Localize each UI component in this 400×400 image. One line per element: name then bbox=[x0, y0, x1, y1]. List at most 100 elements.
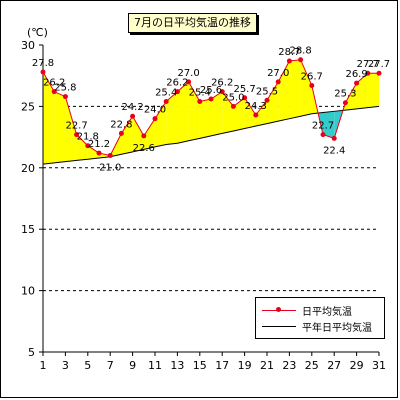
data-label-day-4: 22.7 bbox=[65, 121, 87, 132]
data-label-day-27: 22.4 bbox=[323, 145, 345, 156]
x-tick-label-25: 25 bbox=[305, 359, 319, 372]
x-tick-label-23: 23 bbox=[282, 359, 296, 372]
fill-segment-15 bbox=[199, 99, 211, 139]
data-label-day-29: 26.9 bbox=[345, 69, 367, 80]
data-points bbox=[40, 57, 382, 159]
x-tick-label-17: 17 bbox=[215, 359, 229, 372]
x-tick-label-9: 9 bbox=[129, 359, 136, 372]
fill-segment-18 bbox=[233, 97, 245, 131]
data-point-day-25 bbox=[309, 83, 315, 89]
data-label-day-17: 26.2 bbox=[211, 78, 233, 89]
data-label-day-9: 24.2 bbox=[121, 102, 143, 113]
x-tick-label-7: 7 bbox=[107, 359, 114, 372]
y-tick-label-15: 15 bbox=[21, 223, 35, 236]
data-label-day-8: 22.8 bbox=[110, 119, 132, 130]
x-tick-label-29: 29 bbox=[350, 359, 364, 372]
data-point-day-17 bbox=[219, 89, 225, 95]
legend-item-normal: 平年日平均気温 bbox=[262, 319, 372, 334]
fill-segment-2 bbox=[54, 91, 66, 163]
fill-segment-4 bbox=[76, 134, 88, 161]
data-point-day-21 bbox=[264, 97, 270, 103]
data-point-day-10 bbox=[141, 133, 147, 139]
x-tick-label-21: 21 bbox=[260, 359, 274, 372]
data-labels: 27.826.225.822.721.821.221.022.824.222.6… bbox=[32, 46, 390, 174]
chart-title: 7月の日平均気温の推移 bbox=[128, 13, 257, 33]
data-point-day-24 bbox=[298, 57, 304, 63]
fill-segment-20 bbox=[255, 100, 267, 127]
data-label-day-22: 27.0 bbox=[267, 68, 289, 79]
series-line-normal bbox=[42, 105, 380, 165]
data-point-day-8 bbox=[118, 130, 124, 136]
x-tick-label-11: 11 bbox=[148, 359, 162, 372]
legend: 日平均気温 平年日平均気温 bbox=[255, 297, 385, 339]
data-label-day-31: 27.7 bbox=[368, 59, 390, 70]
data-point-day-3 bbox=[62, 94, 68, 100]
data-label-day-16: 25.6 bbox=[200, 85, 222, 96]
fill-segment-3 bbox=[65, 96, 77, 162]
fill-segment-21 bbox=[267, 81, 279, 124]
data-label-day-19: 25.7 bbox=[233, 84, 255, 95]
x-tick-label-3: 3 bbox=[62, 359, 69, 372]
y-tick-label-30: 30 bbox=[21, 39, 35, 52]
fill-segment-11 bbox=[155, 101, 167, 147]
x-tick-label-19: 19 bbox=[238, 359, 252, 372]
fill-segment-26 bbox=[323, 111, 335, 139]
data-point-day-18 bbox=[230, 103, 236, 109]
legend-swatch-daily bbox=[262, 305, 296, 315]
x-tick-label-27: 27 bbox=[327, 359, 341, 372]
fill-segment-9 bbox=[132, 116, 144, 152]
x-tick-label-5: 5 bbox=[84, 359, 91, 372]
y-tick-label-10: 10 bbox=[21, 285, 35, 298]
fill-segment-12 bbox=[166, 91, 178, 145]
fill-segment-10 bbox=[143, 118, 155, 150]
x-tick-label-1: 1 bbox=[40, 359, 47, 372]
data-point-day-28 bbox=[342, 100, 348, 106]
x-tick-label-13: 13 bbox=[170, 359, 184, 372]
fill-segment-22 bbox=[278, 60, 290, 122]
data-point-day-27 bbox=[331, 135, 337, 141]
data-label-day-30: 27.7 bbox=[357, 59, 379, 70]
fill-segment-17 bbox=[222, 91, 234, 134]
data-point-day-30 bbox=[365, 70, 371, 76]
data-label-day-21: 25.5 bbox=[256, 86, 278, 97]
fill-segment-13 bbox=[177, 81, 189, 144]
data-point-day-26 bbox=[320, 132, 326, 138]
data-point-day-29 bbox=[354, 80, 360, 86]
data-label-day-10: 22.6 bbox=[133, 143, 155, 154]
data-label-day-1: 27.8 bbox=[32, 58, 54, 69]
data-point-day-20 bbox=[253, 112, 259, 118]
data-label-day-5: 21.8 bbox=[77, 132, 99, 143]
data-label-day-23: 28.7 bbox=[278, 47, 300, 58]
x-tick-label-15: 15 bbox=[193, 359, 207, 372]
data-point-day-15 bbox=[197, 98, 203, 104]
data-point-day-23 bbox=[286, 58, 292, 64]
data-point-day-7 bbox=[107, 153, 113, 159]
fill-segment-8 bbox=[121, 116, 133, 155]
data-label-day-18: 25.0 bbox=[222, 92, 244, 103]
data-label-day-20: 24.3 bbox=[245, 101, 267, 112]
data-point-day-4 bbox=[74, 132, 80, 138]
fill-segment-30 bbox=[367, 73, 379, 108]
data-label-day-2: 26.2 bbox=[43, 78, 65, 89]
data-point-day-22 bbox=[275, 79, 281, 85]
data-label-day-3: 25.8 bbox=[54, 83, 76, 94]
data-point-day-19 bbox=[242, 95, 248, 101]
data-point-day-13 bbox=[174, 89, 180, 95]
data-label-day-7: 21.0 bbox=[99, 163, 121, 174]
data-label-day-15: 25.4 bbox=[189, 87, 211, 98]
fill-segment-29 bbox=[356, 73, 368, 109]
x-tick-label-31: 31 bbox=[372, 359, 386, 372]
fill-segment-23 bbox=[289, 59, 301, 119]
data-label-day-12: 25.4 bbox=[155, 87, 177, 98]
data-label-day-24: 28.8 bbox=[289, 46, 311, 57]
fill-segment-1 bbox=[43, 72, 55, 165]
fill-segment-24 bbox=[300, 59, 312, 117]
data-point-day-16 bbox=[208, 96, 214, 102]
data-point-day-6 bbox=[96, 150, 102, 156]
legend-item-daily: 日平均気温 bbox=[262, 303, 352, 318]
data-point-day-2 bbox=[51, 89, 57, 95]
data-point-day-31 bbox=[376, 70, 382, 76]
